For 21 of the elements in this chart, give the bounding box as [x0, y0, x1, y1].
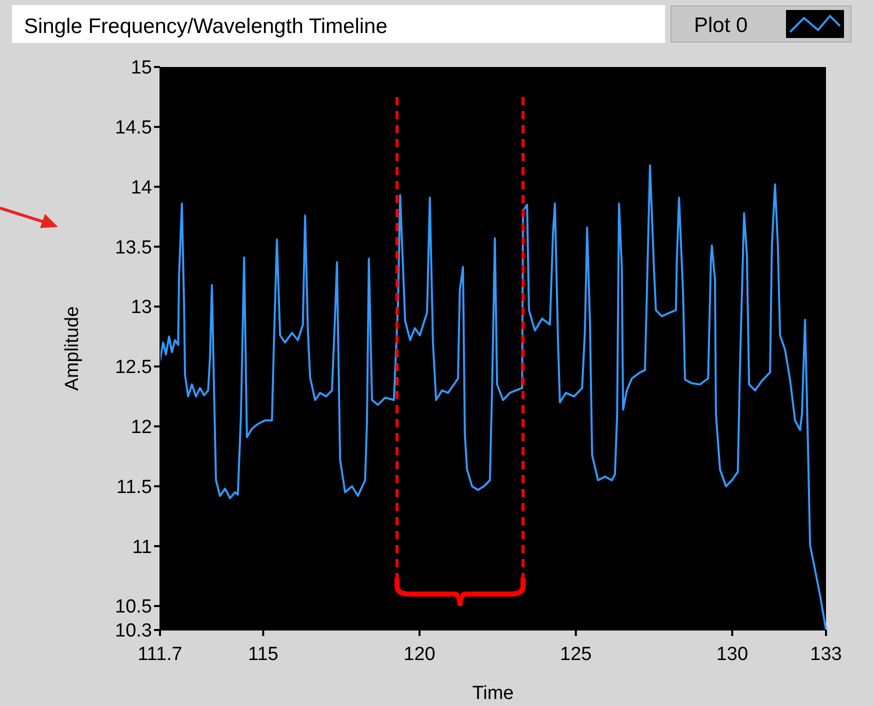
y-tick-label: 11: [132, 536, 152, 558]
y-tick-label: 14.5: [115, 118, 152, 139]
y-axis-title: Amplitude: [62, 306, 83, 391]
y-tick-label: 13: [130, 297, 152, 318]
y-tick-label: 13.5: [115, 237, 152, 258]
y-tick-label: 15: [130, 58, 152, 79]
chart-title: Single Frequency/Wavelength Timeline: [24, 15, 388, 38]
y-tick-label: 10.5: [115, 596, 152, 618]
y-tick-label: 12: [130, 417, 152, 438]
y-tick-label: 11.5: [116, 476, 152, 498]
x-tick-label: 133: [810, 644, 842, 665]
x-tick-label: 125: [560, 644, 592, 665]
y-tick-label: 10.3: [115, 620, 152, 642]
legend-label: Plot 0: [694, 14, 748, 37]
x-tick-label: 130: [716, 644, 748, 665]
x-tick-label: 120: [404, 644, 436, 665]
x-tick-label: 115: [248, 644, 278, 665]
y-tick-label: 12.5: [115, 357, 152, 378]
x-axis-title: Time: [472, 683, 514, 704]
x-tick-label: 111.7: [138, 644, 182, 665]
y-tick-label: 14: [130, 177, 152, 198]
